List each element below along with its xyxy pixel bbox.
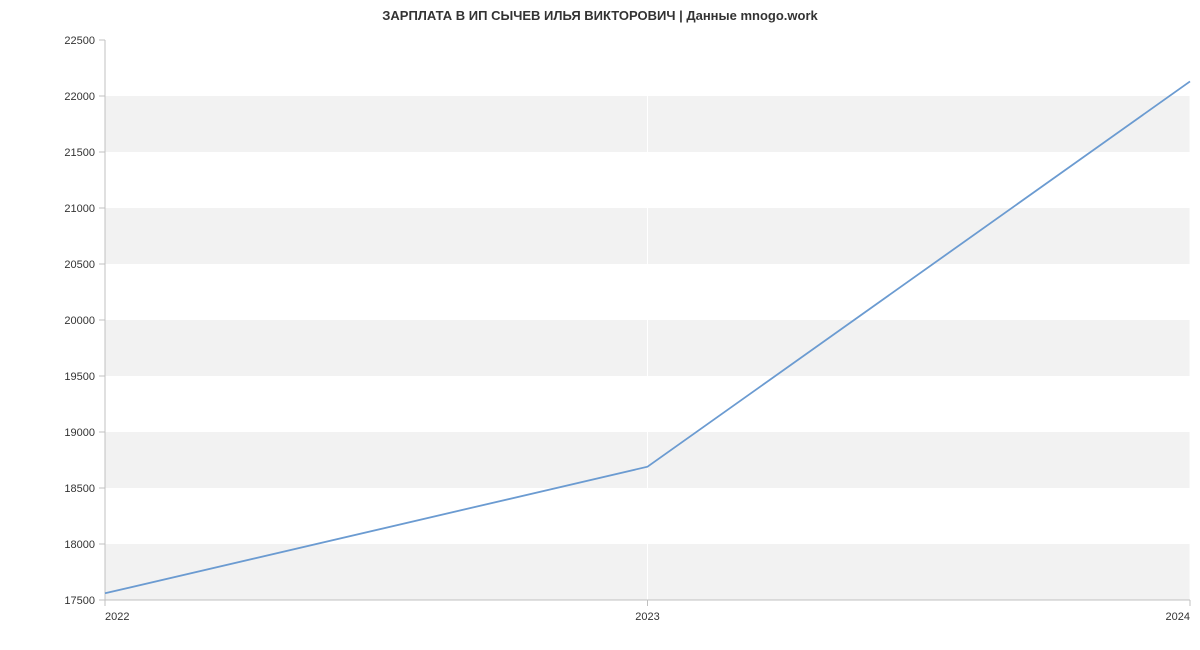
y-tick-label: 20500 — [64, 259, 95, 271]
y-tick-label: 18000 — [64, 539, 95, 551]
y-tick-label: 20000 — [64, 315, 95, 327]
y-tick-label: 21000 — [64, 203, 95, 215]
x-tick-label: 2022 — [105, 611, 129, 623]
x-tick-label: 2023 — [635, 611, 659, 623]
y-tick-label: 18500 — [64, 483, 95, 495]
y-tick-label: 19000 — [64, 427, 95, 439]
chart-svg: 17500 18000 18500 19000 19500 20000 20500 21000… — [0, 0, 1200, 650]
y-tick-label: 19500 — [64, 371, 95, 383]
y-tick-label: 21500 — [64, 147, 95, 159]
y-tick-label: 22500 — [64, 35, 95, 47]
y-tick-label: 17500 — [64, 595, 95, 607]
salary-chart: ЗАРПЛАТА В ИП СЫЧЕВ ИЛЬЯ ВИКТОРОВИЧ | Да… — [0, 0, 1200, 650]
x-tick-label: 2024 — [1166, 611, 1190, 623]
y-tick-label: 22000 — [64, 91, 95, 103]
